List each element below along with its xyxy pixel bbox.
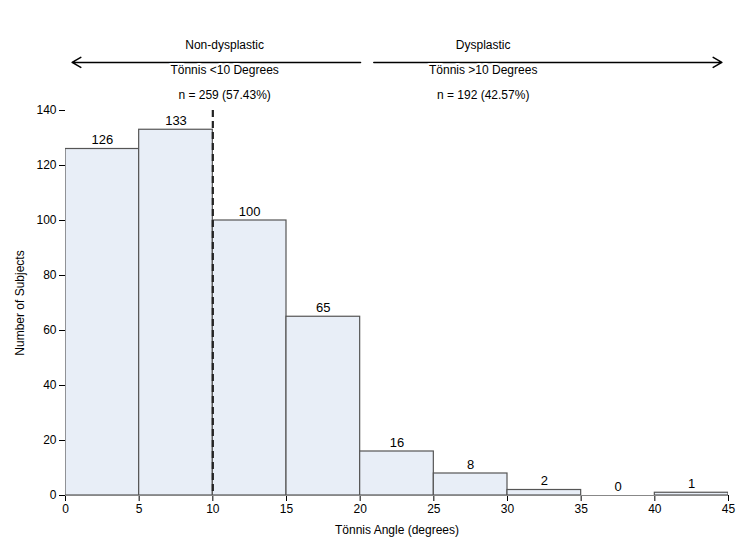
svg-text:126: 126 <box>91 132 113 147</box>
svg-text:Tönnis Angle (degrees): Tönnis Angle (degrees) <box>335 523 459 537</box>
svg-text:2: 2 <box>541 473 548 488</box>
svg-text:n = 192 (42.57%): n = 192 (42.57%) <box>437 88 529 102</box>
svg-text:Tönnis <10 Degrees: Tönnis <10 Degrees <box>170 63 278 77</box>
svg-text:n = 259 (57.43%): n = 259 (57.43%) <box>178 88 270 102</box>
svg-text:20: 20 <box>353 502 367 516</box>
svg-text:10: 10 <box>206 502 220 516</box>
svg-text:Number of Subjects: Number of Subjects <box>13 250 27 355</box>
svg-text:1: 1 <box>688 476 695 491</box>
svg-text:15: 15 <box>280 502 294 516</box>
svg-text:100: 100 <box>239 204 261 219</box>
svg-text:Tönnis >10 Degrees: Tönnis >10 Degrees <box>429 63 537 77</box>
svg-text:0: 0 <box>614 479 621 494</box>
svg-text:35: 35 <box>574 502 588 516</box>
svg-text:8: 8 <box>467 457 474 472</box>
svg-text:120: 120 <box>36 158 56 172</box>
svg-text:5: 5 <box>136 502 143 516</box>
svg-text:133: 133 <box>165 113 187 128</box>
svg-text:0: 0 <box>62 502 69 516</box>
svg-text:60: 60 <box>43 323 57 337</box>
svg-text:30: 30 <box>501 502 515 516</box>
svg-text:0: 0 <box>50 488 57 502</box>
svg-text:16: 16 <box>390 435 404 450</box>
svg-text:140: 140 <box>36 103 56 117</box>
svg-text:Non-dysplastic: Non-dysplastic <box>185 38 264 52</box>
svg-text:40: 40 <box>648 502 662 516</box>
svg-text:80: 80 <box>43 268 57 282</box>
svg-text:Dysplastic: Dysplastic <box>456 38 511 52</box>
svg-text:20: 20 <box>43 433 57 447</box>
svg-text:65: 65 <box>316 300 330 315</box>
svg-text:25: 25 <box>427 502 441 516</box>
svg-text:40: 40 <box>43 378 57 392</box>
svg-text:100: 100 <box>36 213 56 227</box>
svg-text:45: 45 <box>722 502 736 516</box>
